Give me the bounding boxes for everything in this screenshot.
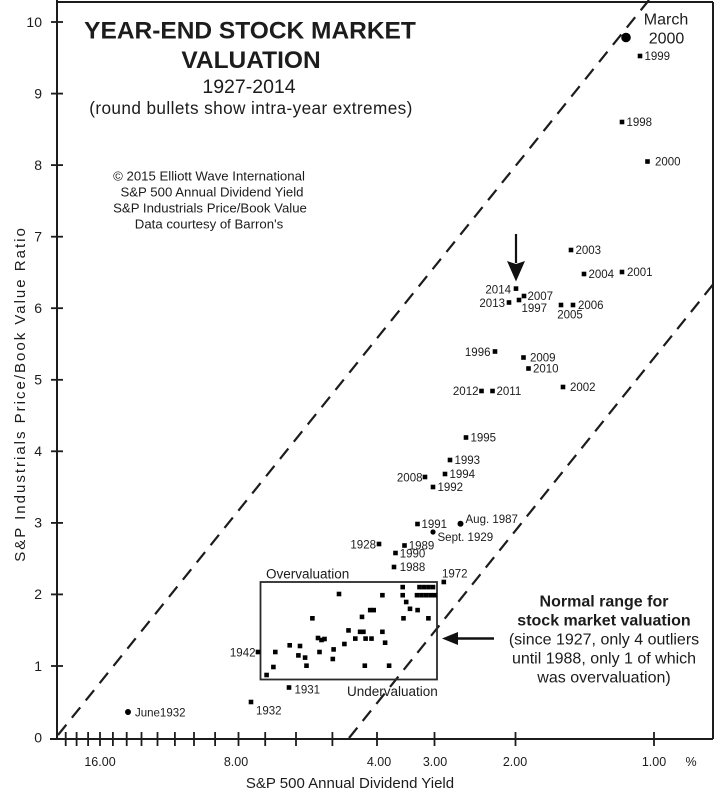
svg-text:1927-2014: 1927-2014 [202,76,295,98]
svg-text:2004: 2004 [589,269,615,281]
svg-text:YEAR-END STOCK MARKET: YEAR-END STOCK MARKET [84,18,416,45]
svg-text:1932: 1932 [256,706,282,718]
svg-text:1997: 1997 [522,303,548,315]
svg-text:1942: 1942 [230,648,256,660]
svg-text:8: 8 [34,157,42,173]
svg-text:1991: 1991 [422,519,448,531]
svg-text:2002: 2002 [570,382,596,394]
svg-text:1988: 1988 [400,562,426,574]
svg-text:1993: 1993 [455,455,481,467]
svg-text:10: 10 [26,14,42,30]
svg-text:1.00: 1.00 [642,755,666,769]
svg-text:1928: 1928 [350,540,376,552]
svg-text:4.00: 4.00 [367,755,391,769]
svg-text:Sept. 1929: Sept. 1929 [438,532,494,544]
svg-text:9: 9 [34,85,42,101]
svg-text:7: 7 [34,229,42,245]
svg-text:1996: 1996 [465,347,491,359]
svg-text:until 1988, only 1 of which: until 1988, only 1 of which [512,651,696,668]
svg-text:2008: 2008 [397,473,423,485]
svg-text:S&P Industrials Price/Book Val: S&P Industrials Price/Book Value Ratio [12,226,29,562]
svg-text:Data courtesy of Barron's: Data courtesy of Barron's [135,217,284,232]
svg-text:16.00: 16.00 [84,755,115,769]
svg-text:S&P Industrials Price/Book Val: S&P Industrials Price/Book Value [113,201,307,216]
svg-text:1989: 1989 [409,541,435,553]
svg-text:%: % [685,755,696,769]
svg-text:2011: 2011 [497,386,522,398]
svg-text:stock market valuation: stock market valuation [517,613,690,630]
svg-text:2010: 2010 [533,364,559,376]
svg-text:2013: 2013 [479,298,505,310]
svg-text:1931: 1931 [295,685,321,697]
svg-text:2000: 2000 [649,31,685,48]
svg-text:S&P 500 Annual Dividend Yield: S&P 500 Annual Dividend Yield [246,775,454,792]
svg-text:March: March [644,12,688,29]
svg-text:2014: 2014 [485,285,511,297]
svg-text:6: 6 [34,300,42,316]
svg-text:2012: 2012 [453,386,479,398]
svg-text:(since 1927, only 4 outliers: (since 1927, only 4 outliers [509,632,699,649]
svg-text:2003: 2003 [576,245,602,257]
svg-text:1994: 1994 [450,469,476,481]
svg-text:1972: 1972 [442,569,468,581]
svg-text:(round bullets show intra-year: (round bullets show intra-year extremes) [89,98,413,118]
svg-text:5: 5 [34,372,42,388]
svg-text:1999: 1999 [645,51,671,63]
svg-text:© 2015 Elliott Wave Internatio: © 2015 Elliott Wave International [113,169,305,184]
svg-text:2001: 2001 [627,267,653,279]
svg-text:Overvaluation: Overvaluation [266,567,349,582]
svg-text:Undervaluation: Undervaluation [347,684,438,699]
svg-text:S&P 500 Annual Dividend Yield: S&P 500 Annual Dividend Yield [120,185,303,200]
svg-text:1992: 1992 [438,482,464,494]
svg-text:Normal range for: Normal range for [540,594,669,611]
svg-text:3.00: 3.00 [423,755,447,769]
svg-text:was overvaluation): was overvaluation) [536,670,670,687]
svg-text:Aug. 1987: Aug. 1987 [466,514,518,526]
svg-text:3: 3 [34,515,42,531]
svg-text:8.00: 8.00 [224,755,248,769]
svg-text:2: 2 [34,586,42,602]
svg-text:4: 4 [34,443,42,459]
svg-text:2006: 2006 [578,300,604,312]
svg-text:2.00: 2.00 [503,755,527,769]
svg-text:2005: 2005 [557,310,583,322]
svg-text:2000: 2000 [655,157,681,169]
svg-text:0: 0 [34,729,42,745]
svg-text:2009: 2009 [530,353,556,365]
svg-text:June1932: June1932 [135,708,186,720]
svg-text:VALUATION: VALUATION [181,47,320,74]
svg-text:1990: 1990 [400,549,426,561]
svg-text:1998: 1998 [627,117,653,129]
svg-text:1995: 1995 [471,433,497,445]
svg-text:2007: 2007 [528,291,554,303]
svg-text:1: 1 [34,658,42,674]
